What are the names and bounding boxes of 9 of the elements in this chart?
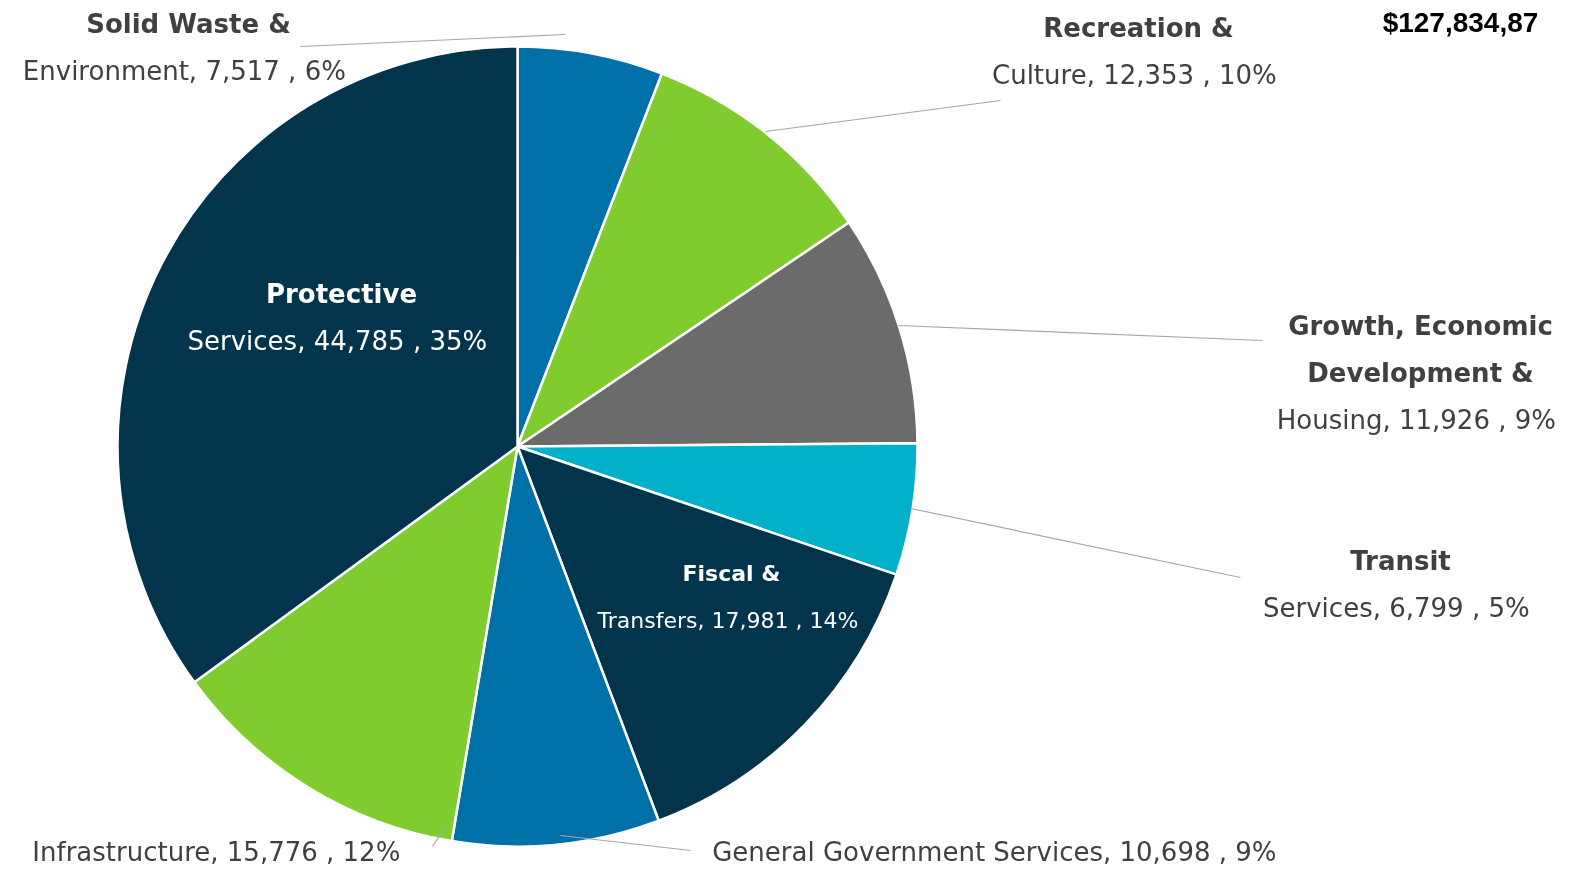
slice-label: Transit Services, 6,799 , 5% [1263, 545, 1530, 623]
slice-label: Growth, Economic Development & Housing, 11,926 , 9% [1276, 310, 1556, 435]
slice-label: General Government Services, 10,698 , 9% [712, 836, 1277, 867]
slice-label: Protective Services, 44,785 , 35% [187, 278, 488, 356]
slice-label: Infrastructure, 15,776 , 12% [32, 836, 401, 867]
slice-label: Fiscal & Transfers, 17,981 , 14% [596, 560, 859, 633]
slice-label: Solid Waste & Environment, 7,517 , 6% [22, 8, 346, 86]
text: $127,834,87 [1382, 6, 1539, 38]
slice-label: Recreation & Culture, 12,353 , 10% [992, 12, 1277, 90]
